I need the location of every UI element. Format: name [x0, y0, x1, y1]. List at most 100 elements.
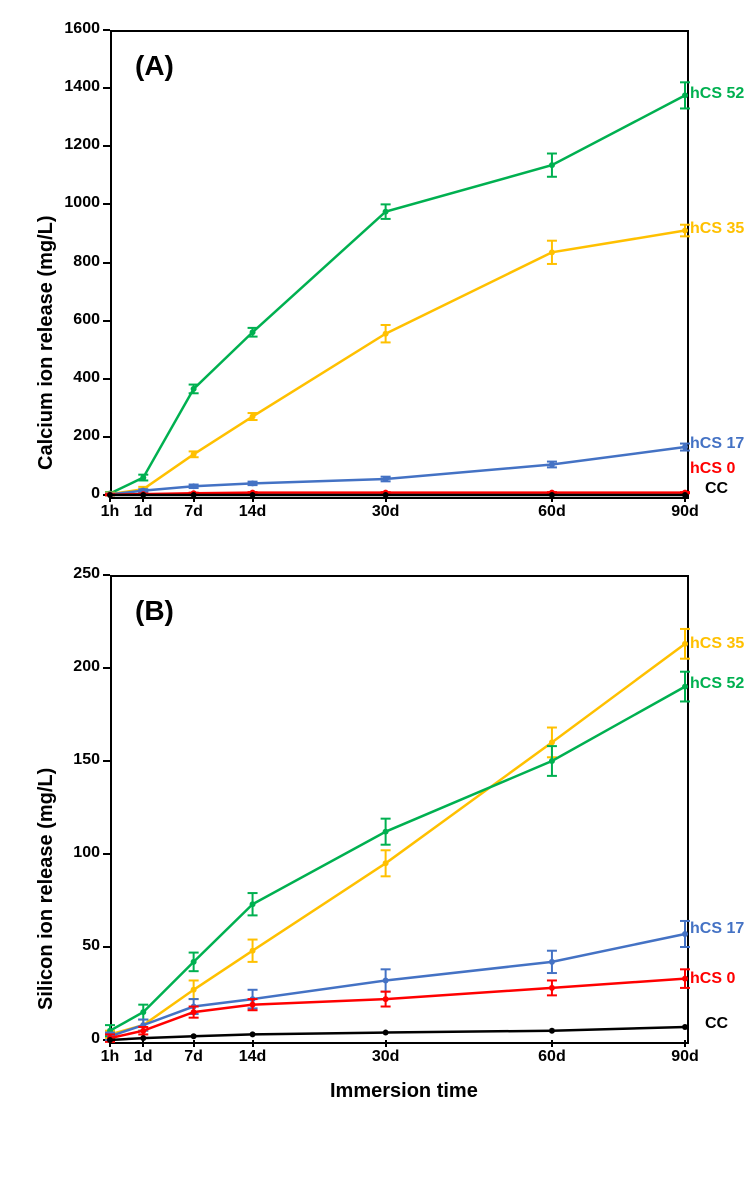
series-label-cc: CC: [705, 480, 728, 498]
series-label-cc: CC: [705, 1015, 728, 1033]
x-axis-label: Immersion time: [330, 1080, 478, 1103]
ytick-mark: [103, 203, 110, 205]
xtick-label: 1d: [123, 503, 163, 521]
marker: [549, 249, 555, 255]
marker: [191, 483, 197, 489]
marker: [682, 228, 688, 234]
marker: [250, 414, 256, 420]
series-line-cc: [110, 1027, 685, 1040]
marker: [250, 1002, 256, 1008]
ytick-mark: [103, 145, 110, 147]
ytick-mark: [103, 29, 110, 31]
xtick-label: 1d: [123, 1048, 163, 1066]
marker: [250, 480, 256, 486]
marker: [191, 987, 197, 993]
marker: [383, 1030, 389, 1036]
marker: [107, 1037, 113, 1043]
marker: [549, 739, 555, 745]
marker: [191, 1009, 197, 1015]
marker: [140, 1009, 146, 1015]
ytick-label: 250: [50, 565, 100, 583]
xtick-mark: [684, 1040, 686, 1047]
marker: [383, 860, 389, 866]
xtick-label: 60d: [532, 1048, 572, 1066]
ytick-mark: [103, 378, 110, 380]
marker: [682, 92, 688, 98]
ytick-label: 100: [50, 844, 100, 862]
marker: [682, 492, 688, 498]
series-label-hcs350: hCS 35.0: [690, 635, 744, 653]
ytick-label: 150: [50, 751, 100, 769]
marker: [140, 492, 146, 498]
ytick-label: 1000: [50, 194, 100, 212]
marker: [383, 492, 389, 498]
marker: [383, 977, 389, 983]
ytick-label: 0: [50, 485, 100, 503]
marker: [191, 959, 197, 965]
xtick-mark: [551, 1040, 553, 1047]
ytick-label: 400: [50, 369, 100, 387]
ytick-label: 800: [50, 253, 100, 271]
ytick-mark: [103, 946, 110, 948]
marker: [250, 492, 256, 498]
series-label-hcs0: hCS 0: [690, 460, 735, 478]
ytick-mark: [103, 436, 110, 438]
xtick-label: 7d: [174, 503, 214, 521]
marker: [191, 492, 197, 498]
marker: [549, 959, 555, 965]
ytick-mark: [103, 853, 110, 855]
ytick-label: 1200: [50, 136, 100, 154]
panel-b-ylabel: Silicon ion release (mg/L): [35, 768, 58, 1010]
marker: [383, 209, 389, 215]
series-label-hcs525: hCS 52.5: [690, 85, 744, 103]
series-line-hcs525: [110, 95, 685, 493]
marker: [682, 444, 688, 450]
ytick-label: 50: [50, 937, 100, 955]
marker: [191, 386, 197, 392]
xtick-mark: [385, 1040, 387, 1047]
xtick-mark: [252, 1040, 254, 1047]
ytick-mark: [103, 760, 110, 762]
ytick-mark: [103, 87, 110, 89]
marker: [549, 1028, 555, 1034]
ytick-label: 200: [50, 427, 100, 445]
marker: [383, 829, 389, 835]
xtick-mark: [193, 1040, 195, 1047]
marker: [191, 451, 197, 457]
marker: [250, 901, 256, 907]
xtick-label: 30d: [366, 503, 406, 521]
ytick-mark: [103, 667, 110, 669]
panel_b-svg: [110, 575, 685, 1040]
series-label-hcs350: hCS 35.0: [690, 220, 744, 238]
ytick-mark: [103, 262, 110, 264]
marker: [682, 641, 688, 647]
marker: [682, 1024, 688, 1030]
marker: [140, 1028, 146, 1034]
marker: [682, 931, 688, 937]
series-label-hcs175: hCS 17.5: [690, 435, 744, 453]
series-label-hcs525: hCS 52.5: [690, 675, 744, 693]
xtick-label: 90d: [665, 1048, 705, 1066]
xtick-label: 90d: [665, 503, 705, 521]
marker: [383, 996, 389, 1002]
ytick-mark: [103, 320, 110, 322]
series-line-hcs350: [110, 644, 685, 1035]
marker: [682, 976, 688, 982]
marker: [383, 476, 389, 482]
ytick-label: 1400: [50, 78, 100, 96]
ytick-label: 200: [50, 658, 100, 676]
marker: [549, 162, 555, 168]
marker: [107, 492, 113, 498]
marker: [250, 1031, 256, 1037]
marker: [549, 985, 555, 991]
marker: [549, 461, 555, 467]
ytick-label: 0: [50, 1030, 100, 1048]
xtick-label: 14d: [233, 1048, 273, 1066]
xtick-label: 60d: [532, 503, 572, 521]
marker: [383, 331, 389, 337]
marker: [682, 684, 688, 690]
xtick-label: 7d: [174, 1048, 214, 1066]
figure-page: Calcium ion release (mg/L) (A) Silicon i…: [0, 0, 744, 1184]
xtick-label: 30d: [366, 1048, 406, 1066]
marker: [250, 948, 256, 954]
